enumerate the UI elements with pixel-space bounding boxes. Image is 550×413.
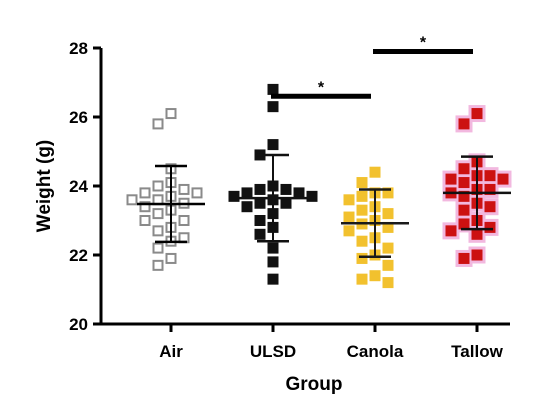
data-point-tallow <box>445 173 457 185</box>
data-point-tallow <box>484 170 496 182</box>
data-point-canola <box>382 221 394 233</box>
y-tick-label: 28 <box>69 39 88 58</box>
data-point-air <box>178 183 190 195</box>
data-point-canola <box>369 270 381 282</box>
data-point-air <box>152 180 164 192</box>
data-marks <box>126 83 512 289</box>
data-point-tallow <box>458 252 470 264</box>
data-point-ulsd <box>280 197 292 209</box>
data-point-canola <box>356 235 368 247</box>
data-point-air <box>165 252 177 264</box>
data-point-tallow <box>471 228 483 240</box>
data-point-air <box>126 194 138 206</box>
data-point-air <box>139 187 151 199</box>
data-point-ulsd <box>280 183 292 195</box>
data-point-ulsd <box>254 183 266 195</box>
data-point-canola <box>343 225 355 237</box>
data-point-ulsd <box>267 273 279 285</box>
data-point-ulsd <box>267 242 279 254</box>
data-point-tallow <box>445 225 457 237</box>
data-point-canola <box>343 211 355 223</box>
data-point-tallow <box>484 183 496 195</box>
data-point-canola <box>356 190 368 202</box>
x-axis-label: Group <box>286 374 343 395</box>
data-point-ulsd <box>228 190 240 202</box>
significance-label: * <box>420 34 427 51</box>
significance-label: * <box>318 79 325 96</box>
data-point-ulsd <box>254 228 266 240</box>
data-point-canola <box>369 166 381 178</box>
data-point-canola <box>356 204 368 216</box>
data-point-tallow <box>471 249 483 261</box>
x-tick-label-canola: Canola <box>347 342 404 361</box>
data-point-ulsd <box>293 187 305 199</box>
data-point-canola <box>343 194 355 206</box>
data-point-tallow <box>484 201 496 213</box>
data-point-tallow <box>458 177 470 189</box>
data-point-tallow <box>458 204 470 216</box>
data-point-ulsd <box>254 215 266 226</box>
data-point-air <box>191 187 203 199</box>
y-tick-label: 20 <box>69 315 88 334</box>
data-point-tallow <box>458 218 470 230</box>
x-tick-label-tallow: Tallow <box>451 342 503 361</box>
data-point-canola <box>382 277 394 289</box>
data-point-ulsd <box>267 139 279 151</box>
data-point-ulsd <box>267 256 279 268</box>
data-point-ulsd <box>267 83 279 95</box>
data-point-tallow <box>458 118 470 130</box>
data-point-air <box>152 118 164 130</box>
data-point-ulsd <box>241 187 253 199</box>
y-tick-label: 22 <box>69 246 88 265</box>
data-point-canola <box>382 208 394 220</box>
axes: 20 22 24 26 28 Air ULSD Canola Tallow <box>69 39 510 361</box>
data-point-ulsd <box>241 201 253 213</box>
data-point-air <box>178 215 190 226</box>
data-point-canola <box>356 177 368 189</box>
summary-lines <box>137 153 511 258</box>
data-point-tallow <box>497 173 509 185</box>
data-point-tallow <box>484 221 496 233</box>
y-tick-label: 26 <box>69 108 88 127</box>
data-point-ulsd <box>306 190 318 202</box>
data-point-tallow <box>458 190 470 202</box>
data-point-air <box>139 201 151 213</box>
x-tick-label-air: Air <box>159 342 183 361</box>
data-point-tallow <box>471 108 483 120</box>
data-point-air <box>152 208 164 220</box>
data-point-air <box>165 108 177 120</box>
data-point-ulsd <box>254 197 266 209</box>
x-tick-label-ulsd: ULSD <box>250 342 296 361</box>
significance-annotations: ** <box>271 34 473 99</box>
data-point-canola <box>382 187 394 199</box>
y-axis-label: Weight (g) <box>34 140 55 233</box>
data-point-canola <box>356 252 368 264</box>
data-point-tallow <box>458 163 470 175</box>
data-point-canola <box>356 273 368 285</box>
data-point-canola <box>382 242 394 254</box>
data-point-ulsd <box>267 101 279 113</box>
data-point-air <box>152 225 164 237</box>
data-point-air <box>152 242 164 254</box>
y-tick-label: 24 <box>69 177 88 196</box>
data-point-air <box>139 215 151 226</box>
data-point-air <box>152 259 164 271</box>
data-point-canola <box>382 259 394 271</box>
